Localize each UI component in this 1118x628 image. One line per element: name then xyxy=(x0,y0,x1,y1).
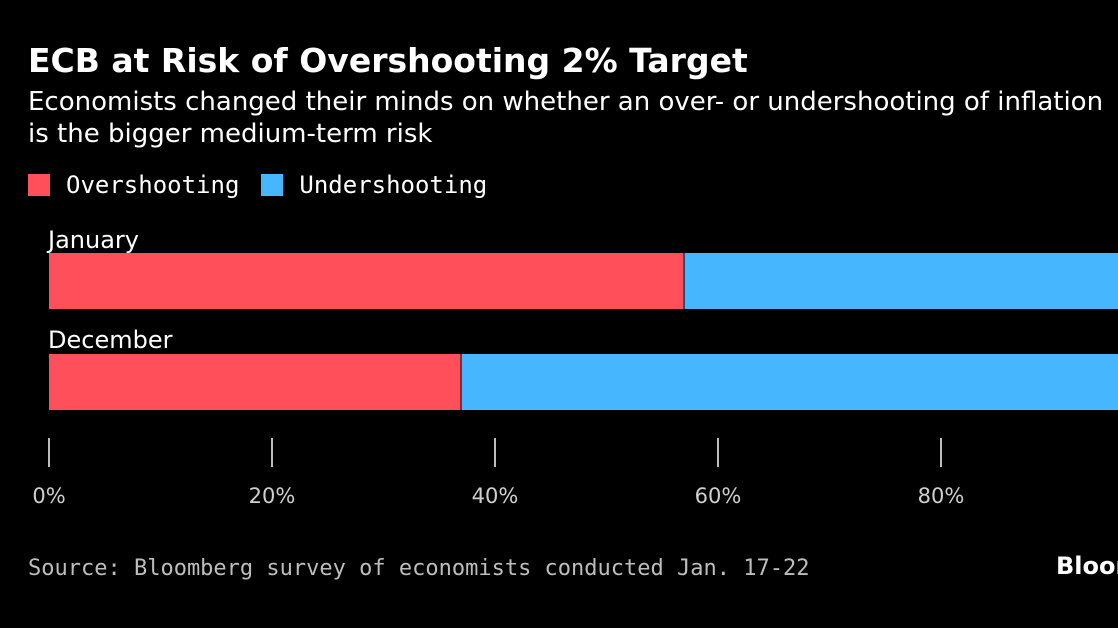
legend: Overshooting Undershooting xyxy=(28,168,509,202)
x-tick-label-20: 20% xyxy=(249,484,296,508)
legend-item-overshooting: Overshooting xyxy=(28,171,239,199)
x-tick-label-80: 80% xyxy=(918,484,965,508)
x-tick-label-0: 0% xyxy=(32,484,65,508)
bar-january-overshooting xyxy=(49,253,685,309)
category-label-december: December xyxy=(48,326,173,354)
chart-title: ECB at Risk of Overshooting 2% Target xyxy=(28,41,748,80)
legend-label-undershooting: Undershooting xyxy=(299,171,488,199)
legend-item-undershooting: Undershooting xyxy=(261,171,487,199)
x-tick-label-60: 60% xyxy=(695,484,742,508)
source-note: Source: Bloomberg survey of economists c… xyxy=(28,556,810,581)
legend-swatch-overshooting xyxy=(28,174,50,196)
bar-december-undershooting xyxy=(461,354,1118,410)
bar-january-undershooting xyxy=(684,253,1118,309)
legend-label-overshooting: Overshooting xyxy=(66,171,240,199)
chart-subtitle: Economists changed their minds on whethe… xyxy=(28,87,1104,149)
bar-december-overshooting xyxy=(49,354,462,410)
x-tick-label-40: 40% xyxy=(472,484,519,508)
bloomberg-logo: Bloomberg xyxy=(1056,552,1118,580)
category-label-january: January xyxy=(46,226,139,254)
legend-swatch-undershooting xyxy=(261,174,284,196)
